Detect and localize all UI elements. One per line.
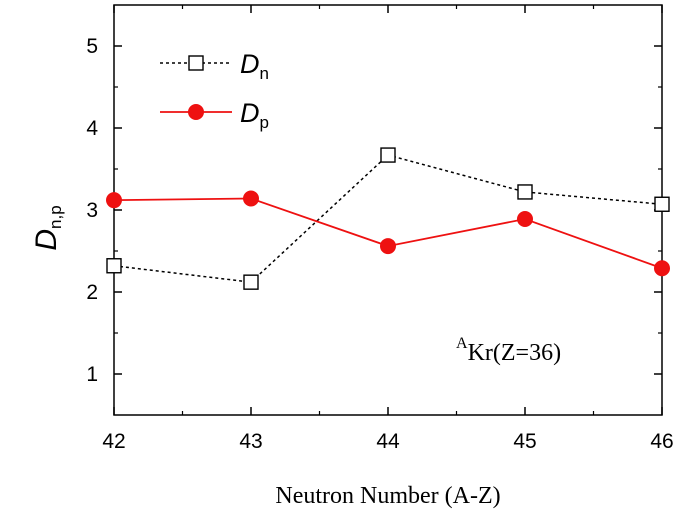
y-tick-label: 1 — [86, 363, 98, 386]
annotation: AKr(Z=36) — [456, 335, 561, 366]
data-point-n — [654, 196, 670, 212]
data-point-n — [243, 274, 259, 290]
y-axis-title: Dn,p — [30, 205, 65, 250]
y-tick-label: 3 — [86, 199, 98, 222]
data-point-n — [517, 184, 533, 200]
data-point-p — [106, 192, 122, 209]
data-point-p — [380, 238, 396, 255]
y-axis-title-sub: n,p — [46, 205, 65, 229]
y-tick-label: 2 — [86, 281, 98, 304]
series-layer — [114, 154, 662, 283]
x-tick-label: 44 — [376, 430, 400, 453]
legend-label-main: D — [240, 98, 260, 128]
series-line-p — [114, 197, 662, 270]
y-tick-label: 5 — [86, 35, 98, 58]
legend-label-sub: n — [260, 64, 269, 83]
x-axis-title: Neutron Number (A-Z) — [275, 483, 500, 509]
legend-label: Dp — [240, 98, 269, 132]
markers-layer — [106, 147, 670, 290]
data-point-p — [243, 190, 259, 207]
data-point-n — [380, 147, 396, 163]
data-point-p — [654, 260, 670, 277]
x-tick-label: 42 — [102, 430, 125, 453]
y-axis-title-main: D — [30, 229, 63, 251]
data-point-p — [517, 211, 533, 228]
annotation-superscript: A — [456, 335, 468, 352]
legend-marker — [188, 104, 204, 120]
series-line-n — [114, 154, 662, 283]
legend-marker — [188, 55, 204, 71]
x-tick-label: 43 — [239, 430, 262, 453]
x-tick-label: 46 — [650, 430, 673, 453]
legend-label: Dn — [240, 49, 269, 83]
data-point-n — [106, 258, 122, 274]
x-tick-label: 45 — [513, 430, 536, 453]
legend-label-main: D — [240, 49, 260, 79]
legend-label-sub: p — [260, 113, 269, 132]
annotation-text: Kr(Z=36) — [468, 340, 562, 366]
y-tick-label: 4 — [86, 117, 98, 140]
